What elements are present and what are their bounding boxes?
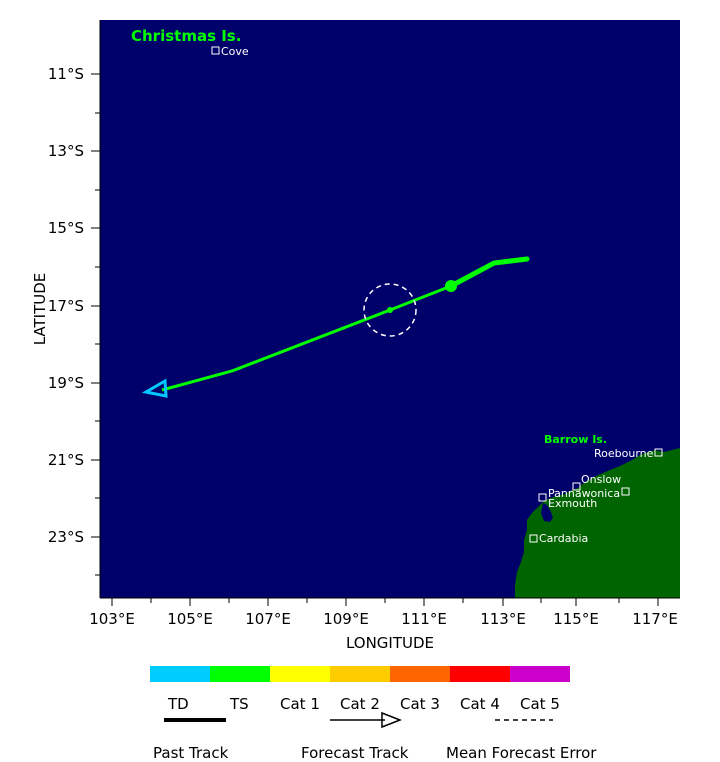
lat-tick: 13°S	[48, 142, 84, 160]
category-swatch	[450, 666, 510, 682]
lon-tick: 111°E	[401, 610, 447, 628]
cardabia-marker	[529, 534, 538, 543]
lat-tick: 23°S	[48, 528, 84, 546]
category-label: TD	[168, 695, 189, 713]
category-label: Cat 1	[280, 695, 320, 713]
christmas-island-label: Christmas Is.	[131, 27, 241, 45]
barrow-island-label: Barrow Is.	[544, 433, 607, 446]
pannawonica-marker	[621, 487, 630, 496]
lon-tick: 113°E	[480, 610, 526, 628]
roebourne-label: Roebourne	[594, 447, 654, 460]
forecast-track-label: Forecast Track	[301, 744, 409, 762]
lat-tick: 21°S	[48, 451, 84, 469]
axis-ticks	[91, 20, 680, 606]
lon-tick: 109°E	[323, 610, 369, 628]
mean-forecast-error-label: Mean Forecast Error	[446, 744, 597, 762]
cove-label: Cove	[221, 45, 249, 58]
y-axis-label: LATITUDE	[31, 273, 49, 346]
category-label: Cat 2	[340, 695, 380, 713]
category-swatch	[510, 666, 570, 682]
pannawonica-label: Pannawonica	[548, 487, 620, 500]
lat-tick: 15°S	[48, 219, 84, 237]
category-swatch	[270, 666, 330, 682]
lon-tick: 107°E	[245, 610, 291, 628]
lon-tick: 117°E	[632, 610, 678, 628]
exmouth-marker	[538, 493, 547, 502]
category-label: Cat 3	[400, 695, 440, 713]
cardabia-label: Cardabia	[539, 532, 588, 545]
past-track-label: Past Track	[153, 744, 229, 762]
x-axis-label: LONGITUDE	[346, 634, 434, 652]
category-label: Cat 4	[460, 695, 500, 713]
forecast-error-circle	[363, 283, 417, 337]
forecast-track-legend-arrow-icon	[381, 711, 403, 729]
onslow-marker	[572, 482, 581, 491]
forecast-point	[387, 307, 393, 313]
forecast-arrowhead-icon	[141, 378, 168, 398]
lat-tick: 11°S	[48, 65, 84, 83]
lon-tick: 105°E	[167, 610, 213, 628]
category-swatch	[210, 666, 270, 682]
category-swatch	[330, 666, 390, 682]
lon-tick: 115°E	[553, 610, 599, 628]
lon-tick: 103°E	[89, 610, 135, 628]
exmouth-gulf	[541, 503, 553, 522]
category-swatch	[150, 666, 210, 682]
roebourne-marker	[654, 448, 663, 457]
past-track-line	[448, 256, 530, 289]
lat-tick: 17°S	[48, 297, 84, 315]
australia-landmass	[515, 448, 680, 598]
cove-marker	[211, 46, 220, 55]
category-swatch	[390, 666, 450, 682]
exmouth-label: Exmouth	[548, 497, 597, 510]
onslow-label: Onslow	[581, 473, 621, 486]
lat-tick: 19°S	[48, 374, 84, 392]
forecast-track-line	[161, 284, 452, 392]
category-label: TS	[230, 695, 249, 713]
category-label: Cat 5	[520, 695, 560, 713]
